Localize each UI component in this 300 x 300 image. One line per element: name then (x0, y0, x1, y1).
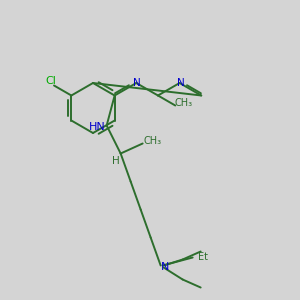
Text: Cl: Cl (46, 76, 56, 85)
Text: HN: HN (89, 122, 106, 133)
Text: CH₃: CH₃ (174, 98, 192, 107)
Text: N: N (134, 78, 141, 88)
Text: CH₃: CH₃ (144, 136, 162, 146)
Text: H: H (112, 155, 119, 166)
Text: N: N (177, 78, 184, 88)
Text: Et: Et (198, 253, 208, 262)
Text: N: N (160, 262, 169, 272)
